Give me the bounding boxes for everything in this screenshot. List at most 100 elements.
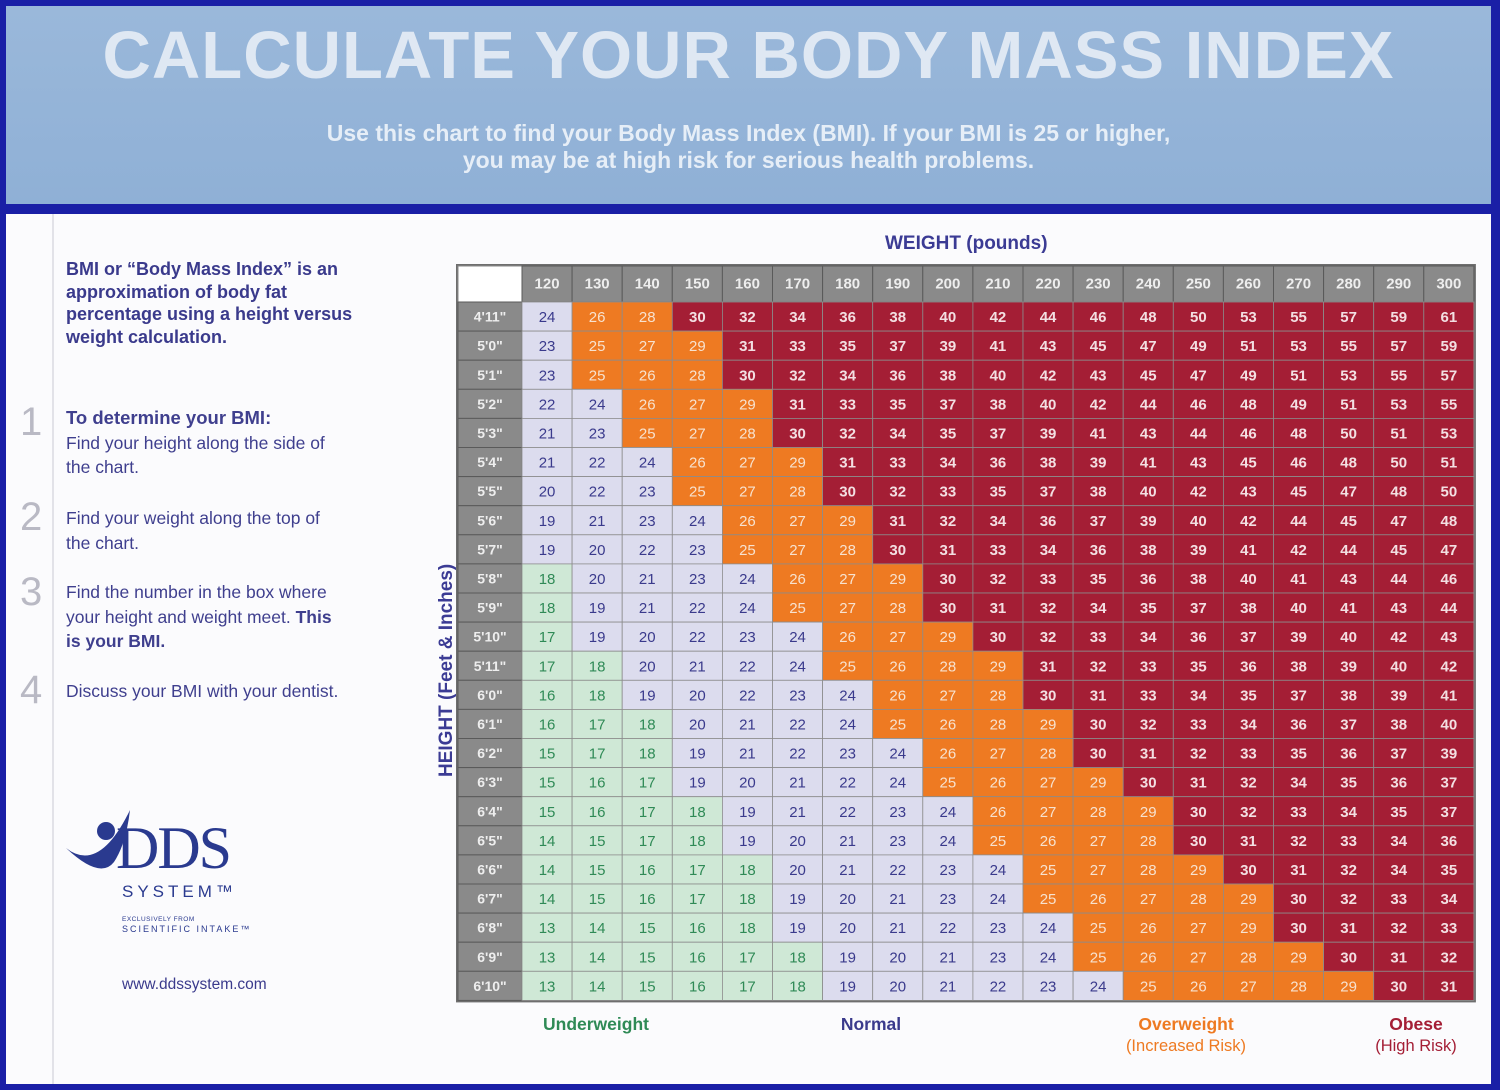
bmi-value: 48 [1340, 455, 1357, 472]
bmi-cell [1423, 301, 1475, 332]
bmi-value: 26 [940, 716, 957, 733]
bmi-value: 48 [1441, 513, 1458, 530]
bmi-cell [972, 417, 1024, 448]
bmi-cell [671, 417, 723, 448]
bmi-cell [1373, 563, 1425, 594]
bmi-value: 33 [789, 338, 806, 355]
bmi-value: 47 [1340, 484, 1357, 501]
bmi-value: 28 [990, 687, 1007, 704]
height-header-label: 6'2" [477, 745, 503, 761]
bmi-cell [872, 941, 924, 972]
bmi-cell [822, 388, 874, 419]
bmi-cell [1323, 912, 1375, 943]
bmi-value: 24 [1040, 949, 1057, 966]
bmi-cell [1072, 505, 1124, 536]
bmi-value: 26 [1140, 920, 1157, 937]
bmi-value: 26 [1040, 833, 1057, 850]
bmi-cell [972, 796, 1024, 827]
bmi-value: 26 [639, 396, 656, 413]
legend-obese: Obese (High Risk) [1356, 1014, 1476, 1056]
bmi-cell [972, 767, 1024, 798]
bmi-cell [922, 592, 974, 623]
bmi-value: 17 [689, 862, 706, 879]
bmi-cell [1323, 679, 1375, 710]
bmi-value: 27 [839, 600, 856, 617]
weight-header-cell [671, 265, 723, 303]
bmi-cell [521, 505, 573, 536]
bmi-value: 39 [940, 338, 957, 355]
bmi-value: 30 [1340, 949, 1357, 966]
bmi-cell [972, 476, 1024, 507]
bmi-value: 41 [1090, 425, 1107, 442]
bmi-cell [621, 912, 673, 943]
bmi-value: 30 [1140, 775, 1157, 792]
bmi-value: 20 [889, 978, 906, 995]
bmi-value: 34 [1090, 600, 1107, 617]
legend-underweight-label: Underweight [543, 1014, 649, 1034]
bmi-value: 27 [990, 746, 1007, 763]
height-header-label: 5'11" [474, 658, 507, 674]
legend-normal: Normal [796, 1014, 946, 1035]
bmi-cell [671, 912, 723, 943]
bmi-value: 53 [1240, 309, 1257, 326]
weight-header-cell [1273, 265, 1325, 303]
bmi-value: 20 [839, 891, 856, 908]
bmi-value: 61 [1441, 309, 1458, 326]
bmi-value: 19 [639, 687, 656, 704]
bmi-value: 50 [1390, 455, 1407, 472]
bmi-cell [1223, 447, 1274, 478]
bmi-value: 31 [940, 542, 957, 559]
bmi-cell [1122, 388, 1174, 419]
bmi-value: 55 [1441, 396, 1458, 413]
bmi-cell [571, 825, 623, 856]
bmi-value: 23 [789, 687, 806, 704]
bmi-cell [922, 970, 974, 1001]
bmi-value: 18 [639, 746, 656, 763]
legend-obese-label: Obese [1389, 1014, 1443, 1034]
bmi-cell [1323, 563, 1375, 594]
bmi-cell [922, 825, 974, 856]
bmi-value: 51 [1441, 455, 1458, 472]
bmi-value: 40 [1040, 396, 1057, 413]
bmi-cell [972, 825, 1024, 856]
bmi-cell [872, 447, 924, 478]
bmi-cell [521, 476, 573, 507]
bmi-cell [1122, 447, 1174, 478]
logo-partner: SCIENTIFIC INTAKE™ [122, 924, 252, 934]
bmi-value: 45 [1090, 338, 1107, 355]
bmi-value: 42 [1040, 367, 1057, 384]
bmi-cell [1122, 621, 1174, 652]
bmi-cell [772, 301, 823, 332]
bmi-value: 38 [940, 367, 957, 384]
bmi-cell [922, 417, 974, 448]
bmi-cell [1022, 650, 1074, 681]
bmi-value: 24 [889, 775, 906, 792]
website-link[interactable]: www.ddssystem.com [122, 976, 267, 993]
bmi-cell [571, 883, 623, 914]
bmi-cell [521, 767, 573, 798]
bmi-value: 32 [1040, 600, 1057, 617]
bmi-cell [571, 796, 623, 827]
bmi-cell [571, 708, 623, 739]
bmi-value: 18 [639, 716, 656, 733]
weight-header-label: 200 [935, 276, 960, 293]
weight-header-label: 180 [835, 276, 860, 293]
bmi-cell [621, 505, 673, 536]
bmi-value: 29 [1240, 891, 1257, 908]
height-header-label: 5'4" [477, 454, 503, 470]
bmi-value: 26 [639, 367, 656, 384]
bmi-cell [1273, 330, 1324, 361]
bmi-value: 41 [990, 338, 1007, 355]
bmi-cell [972, 621, 1024, 652]
bmi-cell [571, 563, 623, 594]
height-header-label: 6'7" [477, 891, 503, 907]
bmi-value: 27 [739, 484, 756, 501]
weight-header-label: 220 [1036, 276, 1061, 293]
bmi-value: 34 [839, 367, 856, 384]
height-header-cell [457, 738, 523, 769]
bmi-value: 42 [1441, 658, 1458, 675]
bmi-cell [671, 476, 723, 507]
bmi-cell [1172, 738, 1224, 769]
header-banner: CALCULATE YOUR BODY MASS INDEX Use this … [6, 6, 1491, 204]
bmi-value: 20 [789, 862, 806, 879]
